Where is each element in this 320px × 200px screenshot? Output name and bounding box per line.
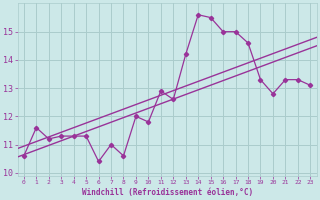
X-axis label: Windchill (Refroidissement éolien,°C): Windchill (Refroidissement éolien,°C) (82, 188, 253, 197)
